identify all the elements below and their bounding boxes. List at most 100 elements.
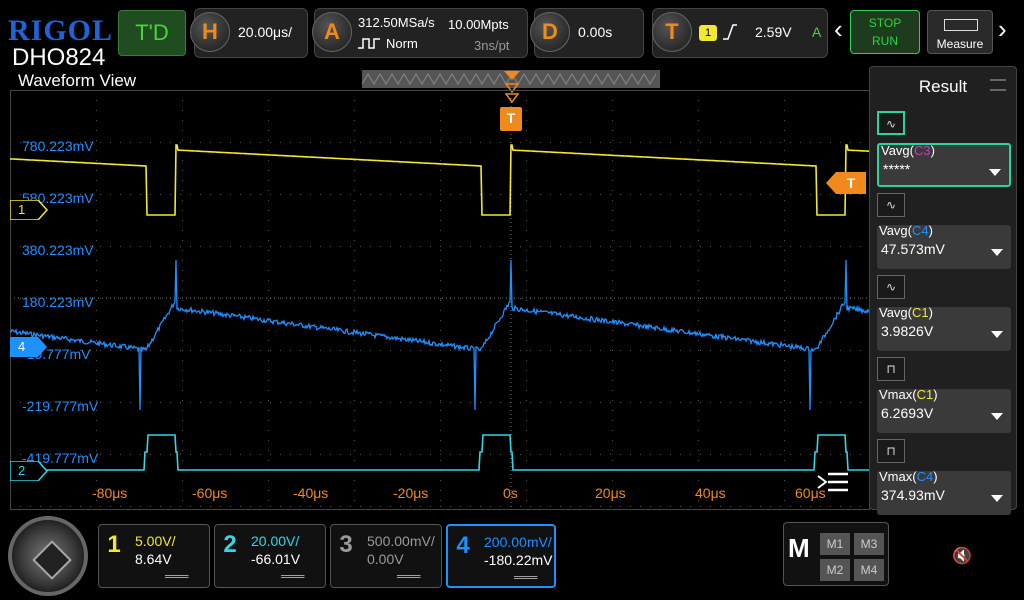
channel-offset: 8.64V bbox=[135, 551, 172, 567]
home-gear-button[interactable] bbox=[8, 516, 88, 596]
channel-2-box[interactable]: 2 20.00V/ -66.01V ═══ bbox=[214, 524, 326, 588]
panel-menu-icon[interactable] bbox=[990, 79, 1006, 91]
x-label: 0s bbox=[503, 485, 518, 501]
channel-2-marker-label: 2 bbox=[18, 463, 26, 478]
channel-4-marker[interactable]: 4 bbox=[10, 337, 47, 357]
waveform-icon: ∿ bbox=[877, 275, 905, 299]
y-label: 180.223mV bbox=[22, 294, 94, 310]
dropdown-icon bbox=[991, 413, 1003, 420]
chevron-right-icon[interactable]: › bbox=[998, 14, 1007, 44]
result-title: Result bbox=[918, 77, 968, 96]
result-value-box[interactable]: Vavg(C3) ***** bbox=[877, 143, 1011, 187]
horizontal-key[interactable]: H bbox=[190, 12, 230, 52]
waveform-display[interactable] bbox=[10, 90, 870, 510]
result-item[interactable]: ∿ Vavg(C1) 3.9826V bbox=[875, 275, 1011, 351]
x-label: -40μs bbox=[293, 485, 329, 501]
channel-offset: -66.01V bbox=[251, 551, 301, 567]
menu-icon[interactable] bbox=[816, 470, 850, 498]
channel-1-marker-label: 1 bbox=[18, 202, 26, 217]
dropdown-icon bbox=[991, 331, 1003, 338]
x-label: -60μs bbox=[192, 485, 228, 501]
math-m2[interactable]: M2 bbox=[820, 559, 850, 581]
chevron-left-icon[interactable]: ‹ bbox=[834, 14, 843, 44]
waveform-overview-bar[interactable] bbox=[361, 70, 660, 88]
trigger-sweep: A bbox=[812, 24, 822, 40]
sample-rate: 312.50MSa/s bbox=[358, 15, 435, 30]
stop-run-button[interactable]: STOP RUN bbox=[850, 10, 920, 54]
channel-4-box[interactable]: 4 200.00mV/ -180.22mV ═══ bbox=[446, 524, 556, 588]
math-panel[interactable]: M M1 M3 M2 M4 bbox=[783, 522, 889, 586]
math-m3[interactable]: M3 bbox=[854, 533, 884, 555]
coupling-icon: ═══ bbox=[281, 571, 305, 583]
channel-3-box[interactable]: 3 500.00mV/ 0.00V ═══ bbox=[330, 524, 442, 588]
channel-number: 1 bbox=[107, 531, 121, 558]
trigger-status-button[interactable]: T'D bbox=[118, 10, 186, 56]
channel-scale: 500.00mV/ bbox=[367, 533, 435, 549]
measure-button[interactable]: Measure bbox=[927, 10, 993, 54]
result-item[interactable]: ∿ Vavg(C3) ***** bbox=[875, 111, 1011, 187]
channel-1-marker[interactable]: 1 bbox=[10, 200, 48, 220]
math-m4[interactable]: M4 bbox=[854, 559, 884, 581]
y-label: 380.223mV bbox=[22, 242, 94, 258]
acquire-mode: Norm bbox=[386, 36, 418, 51]
dropdown-icon bbox=[991, 249, 1003, 256]
channel-scale: 5.00V/ bbox=[135, 533, 176, 549]
dropdown-icon bbox=[991, 495, 1003, 502]
result-value-box[interactable]: Vavg(C4) 47.573mV bbox=[877, 223, 1011, 269]
measurement-result-panel: Result ∿ Vavg(C3) ***** ∿ Vavg(C4) 47.573m… bbox=[869, 66, 1017, 515]
rigol-logo-icon bbox=[32, 540, 72, 580]
result-value-box[interactable]: Vmax(C1) 6.2693V bbox=[877, 387, 1011, 433]
run-label: RUN bbox=[872, 34, 898, 48]
dropdown-icon bbox=[989, 169, 1001, 176]
channel-2-trace bbox=[10, 434, 870, 471]
coupling-icon: ═══ bbox=[397, 571, 421, 583]
channel-2-marker[interactable]: 2 bbox=[10, 461, 48, 481]
trigger-time-marker[interactable]: T bbox=[500, 107, 522, 131]
y-label: 780.223mV bbox=[22, 138, 94, 154]
ruler-icon bbox=[944, 19, 978, 31]
channel-offset: 0.00V bbox=[367, 551, 404, 567]
result-value-box[interactable]: Vavg(C1) 3.9826V bbox=[877, 305, 1011, 351]
overview-waveform bbox=[361, 73, 657, 85]
brand-logo: RIGOL bbox=[8, 14, 114, 47]
trigger-level-marker[interactable]: T bbox=[826, 172, 866, 194]
y-label: -419.777mV bbox=[22, 450, 99, 466]
waveform-icon: ∿ bbox=[877, 193, 905, 217]
result-value: ***** bbox=[883, 161, 911, 177]
speaker-mute-icon[interactable]: 🔇 bbox=[952, 548, 972, 565]
x-label: 40μs bbox=[695, 485, 726, 501]
delay-key[interactable]: D bbox=[530, 12, 570, 52]
channel-offset: -180.22mV bbox=[484, 552, 553, 568]
trigger-position-icon bbox=[504, 71, 520, 104]
result-name: Vmax(C4) bbox=[879, 469, 938, 484]
result-item[interactable]: ⊓ Vmax(C1) 6.2693V bbox=[875, 357, 1011, 433]
x-label: 60μs bbox=[795, 485, 826, 501]
delay-value: 0.00s bbox=[578, 24, 613, 40]
math-m1[interactable]: M1 bbox=[820, 533, 850, 555]
channel-4-marker-label: 4 bbox=[18, 339, 26, 354]
result-value: 3.9826V bbox=[881, 323, 934, 339]
memory-depth: 10.00Mpts bbox=[448, 17, 509, 32]
channel-4-trace bbox=[10, 259, 870, 411]
channel-1-trace bbox=[10, 144, 870, 216]
result-name: Vavg(C3) bbox=[881, 143, 935, 158]
channel-number: 3 bbox=[339, 531, 353, 558]
horizontal-scale: 20.00μs/ bbox=[238, 24, 292, 40]
pulse-icon: ⊓ bbox=[877, 439, 905, 463]
channel-number: 4 bbox=[456, 532, 470, 559]
result-value: 47.573mV bbox=[881, 241, 945, 257]
result-value: 374.93mV bbox=[881, 487, 945, 503]
coupling-icon: ═══ bbox=[514, 572, 538, 584]
result-name: Vavg(C4) bbox=[879, 223, 933, 238]
result-value-box[interactable]: Vmax(C4) 374.93mV bbox=[877, 469, 1011, 515]
acquire-key[interactable]: A bbox=[312, 12, 352, 52]
result-name: Vavg(C1) bbox=[879, 305, 933, 320]
stop-label: STOP bbox=[868, 16, 902, 30]
trigger-key[interactable]: T bbox=[652, 12, 692, 52]
sample-interval: 3ns/pt bbox=[474, 38, 510, 53]
result-item[interactable]: ∿ Vavg(C4) 47.573mV bbox=[875, 193, 1011, 269]
waveform-icon: ∿ bbox=[877, 111, 905, 135]
channel-1-box[interactable]: 1 5.00V/ 8.64V ═══ bbox=[98, 524, 210, 588]
result-item[interactable]: ⊓ Vmax(C4) 374.93mV bbox=[875, 439, 1011, 515]
waveform-view-title: Waveform View bbox=[18, 71, 137, 90]
